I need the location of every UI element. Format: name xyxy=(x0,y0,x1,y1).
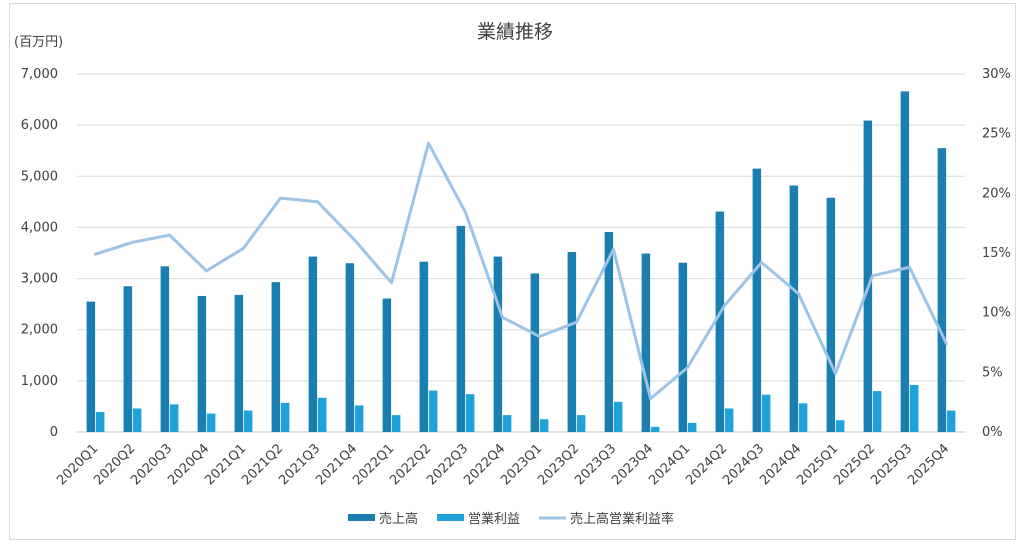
legend-swatch xyxy=(437,514,464,521)
y-left-tick-label: 4,000 xyxy=(21,220,58,235)
bar-operating-profit xyxy=(576,415,586,432)
legend-swatch xyxy=(348,514,375,521)
y-left-tick-label: 6,000 xyxy=(21,118,58,133)
bar-operating-profit xyxy=(132,408,142,432)
y-left-tick-label: 7,000 xyxy=(21,67,58,82)
bar-operating-profit xyxy=(539,419,549,432)
bar-operating-profit xyxy=(946,410,956,432)
bar-sales xyxy=(678,262,688,432)
y-right-tick-label: 10% xyxy=(982,306,1011,321)
bar-operating-profit xyxy=(872,391,882,432)
y-left-tick-label: 5,000 xyxy=(21,169,58,184)
y-left-tick-label: 2,000 xyxy=(21,323,58,338)
bar-operating-profit xyxy=(724,408,734,432)
bar-sales xyxy=(160,266,170,432)
bar-operating-profit xyxy=(465,394,475,432)
bar-sales xyxy=(456,225,466,432)
bar-operating-profit xyxy=(206,413,216,432)
y-right-tick-label: 5% xyxy=(982,365,1003,380)
bar-operating-profit xyxy=(391,415,401,432)
bar-sales xyxy=(382,298,392,432)
y-left-tick-label: 3,000 xyxy=(21,272,58,287)
bar-sales xyxy=(530,273,540,432)
bar-operating-profit xyxy=(502,415,512,432)
y-unit-label: (百万円) xyxy=(14,35,63,50)
x-tick-label: 2025Q4 xyxy=(905,441,952,488)
axes: 0 1,000 2,000 3,000 4,000 5,000 6,000 7,000 0% 5%… xyxy=(21,67,1011,488)
bar-operating-profit xyxy=(169,404,179,432)
bar-operating-profit xyxy=(909,384,919,432)
bar-sales xyxy=(863,120,873,432)
bar-sales xyxy=(123,286,133,432)
bar-operating-profit xyxy=(243,410,253,432)
bar-sales xyxy=(86,301,96,432)
y-right-tick-label: 0% xyxy=(982,425,1003,440)
bar-sales xyxy=(271,282,281,432)
bar-operating-profit xyxy=(835,420,845,432)
y-right-tick-label: 20% xyxy=(982,186,1011,201)
bar-operating-profit xyxy=(650,426,660,432)
bar-sales xyxy=(493,256,503,432)
legend-label: 売上高営業利益率 xyxy=(570,511,674,527)
bars xyxy=(86,91,956,432)
bar-sales xyxy=(900,91,910,432)
y-right-tick-label: 30% xyxy=(982,67,1011,82)
bar-sales xyxy=(715,211,725,432)
bar-sales xyxy=(419,261,429,432)
y-left-tick-label: 0 xyxy=(50,425,58,440)
bar-operating-profit xyxy=(317,397,327,432)
bar-sales xyxy=(345,263,355,432)
margin-line xyxy=(94,141,948,401)
bar-operating-profit xyxy=(95,412,105,432)
legend: 売上高 営業利益 売上高営業利益率 xyxy=(348,511,674,527)
y-right-tick-label: 15% xyxy=(982,246,1011,261)
bar-operating-profit xyxy=(354,405,364,432)
legend-label: 営業利益 xyxy=(468,511,520,527)
chart-title: 業績推移 xyxy=(477,21,553,43)
bar-operating-profit xyxy=(428,390,438,432)
bar-sales xyxy=(641,253,651,432)
bar-sales xyxy=(937,148,947,432)
bar-operating-profit xyxy=(798,403,808,432)
bar-sales xyxy=(567,251,577,432)
bar-sales xyxy=(752,168,762,432)
gridlines xyxy=(77,73,965,433)
bar-operating-profit xyxy=(613,401,623,432)
bar-sales xyxy=(604,232,614,432)
y-right-tick-label: 25% xyxy=(982,127,1011,142)
bar-operating-profit xyxy=(280,402,290,432)
bar-operating-profit xyxy=(687,422,697,432)
bar-sales xyxy=(789,185,799,432)
bar-sales xyxy=(826,197,836,432)
y-left-tick-label: 1,000 xyxy=(21,374,58,389)
bar-sales xyxy=(234,294,244,432)
bar-sales xyxy=(308,256,318,432)
chart-frame xyxy=(9,3,1016,540)
legend-label: 売上高 xyxy=(379,511,418,527)
bar-operating-profit xyxy=(761,394,771,432)
line-operating-margin xyxy=(94,141,948,401)
bar-sales xyxy=(197,295,207,432)
